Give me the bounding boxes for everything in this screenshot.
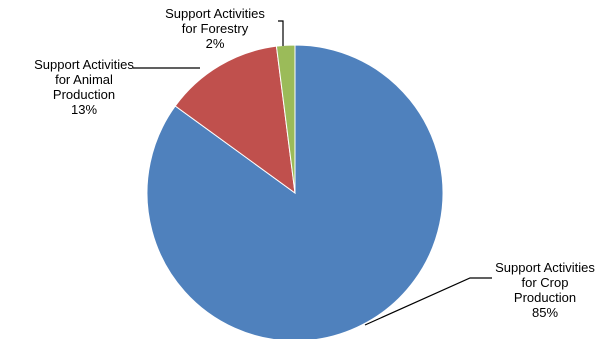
slice-label-line: Support Activities — [165, 6, 265, 21]
slice-label-line: Support Activities — [495, 260, 595, 275]
slice-label: Support Activities for Animal Production 13… — [34, 57, 134, 117]
pie-slice — [275, 44, 296, 194]
slice-label: Support Activities for Crop Production 85% — [495, 260, 595, 320]
leader-line — [278, 20, 284, 46]
slice-label-line: Production — [53, 87, 115, 102]
slice-label: Support Activities for Forestry 2% — [165, 6, 265, 51]
slice-label-line: for Forestry — [182, 21, 249, 36]
slice-label-line: for Animal — [55, 72, 113, 87]
slice-value-label: 2% — [206, 36, 225, 51]
leader-line — [364, 277, 492, 326]
pie-slice — [174, 45, 296, 195]
slice-label-line: Production — [514, 290, 576, 305]
slice-value-label: 13% — [71, 102, 97, 117]
slice-label-line: Support Activities — [34, 57, 134, 72]
slice-value-label: 85% — [532, 305, 558, 320]
slice-label-line: for Crop — [522, 275, 569, 290]
